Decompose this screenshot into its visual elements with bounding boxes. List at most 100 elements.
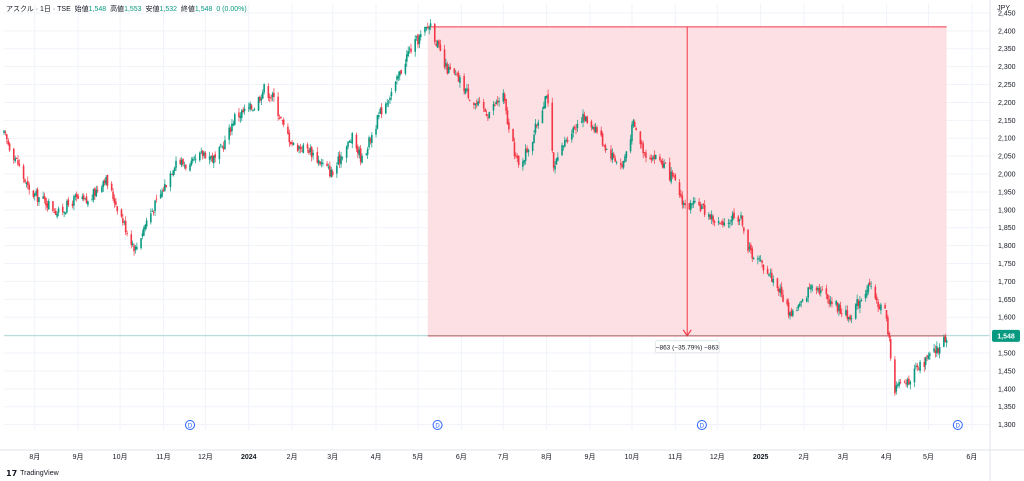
candle-body [233, 114, 236, 125]
candle [126, 230, 128, 237]
candle [936, 341, 938, 357]
candle [817, 285, 819, 293]
candle [368, 135, 370, 150]
candle-body [466, 88, 468, 91]
candle-body [143, 227, 145, 236]
candle [312, 149, 314, 160]
candle-body [729, 222, 731, 224]
candle-body [45, 198, 47, 206]
candle [692, 197, 695, 208]
candle-body [263, 84, 265, 93]
candle [737, 214, 740, 226]
candle [554, 161, 556, 174]
candle [909, 380, 912, 390]
candle [899, 378, 902, 385]
candle [642, 140, 644, 159]
candle-body [192, 158, 194, 161]
candle-body [924, 357, 927, 365]
candle [583, 111, 586, 123]
tradingview-logo[interactable]: 𝟭𝟳 TradingView [6, 469, 59, 478]
candle-body [537, 122, 540, 126]
candle [840, 308, 843, 318]
candle [419, 30, 422, 41]
candle-body [580, 121, 583, 123]
candle [738, 218, 741, 226]
open-value: 1,548 [88, 6, 107, 13]
candle [407, 46, 409, 58]
candle [429, 19, 432, 31]
candle-body [231, 123, 233, 132]
candle-body [730, 220, 733, 222]
candle [929, 351, 931, 361]
candle-body [419, 34, 422, 38]
candle [543, 101, 545, 110]
candle [175, 156, 177, 172]
candle [267, 83, 270, 101]
candle [143, 225, 145, 237]
candle [289, 141, 292, 146]
candle-body [845, 309, 847, 316]
dividend-marker-icon[interactable]: D [952, 420, 963, 430]
candle-body [778, 288, 780, 292]
candle [52, 201, 54, 213]
dividend-marker-icon[interactable]: D [432, 420, 443, 430]
dividend-marker-icon[interactable]: D [696, 420, 707, 430]
candle-body [189, 164, 191, 171]
candle-body [576, 123, 579, 129]
candle [172, 170, 175, 177]
symbol-title[interactable]: アスクル · 1日 · TSE [6, 6, 71, 13]
candle-body [110, 183, 113, 191]
candle-body [857, 300, 860, 307]
candle [733, 208, 735, 220]
candle-body [938, 346, 941, 354]
candle [263, 83, 265, 95]
candle-body [379, 108, 382, 114]
dividend-marker-icon[interactable]: D [185, 420, 196, 430]
candle-body [741, 215, 744, 226]
candle-body [782, 294, 784, 302]
candle-body [463, 76, 465, 92]
candle-body [203, 152, 205, 156]
candle-body [643, 152, 646, 153]
currency-label[interactable]: JPY [997, 5, 1010, 12]
candle [38, 196, 40, 206]
candle-body [839, 305, 842, 314]
candle [860, 298, 863, 302]
candle-body [624, 156, 626, 162]
candle [513, 137, 516, 160]
low-value: 1,532 [159, 6, 178, 13]
candle [53, 208, 56, 214]
candle [624, 154, 626, 163]
candle-body [601, 133, 604, 146]
candle-body [355, 134, 358, 149]
candle [355, 132, 358, 152]
candle [15, 157, 18, 160]
candle-body [523, 160, 526, 163]
candle-body [898, 381, 900, 386]
y-tick-label: 2,300 [998, 64, 1016, 71]
candle [404, 58, 407, 76]
candle [888, 331, 891, 342]
candle-body [77, 195, 79, 199]
candle [811, 284, 814, 292]
dividend-marker-label: D [956, 423, 961, 429]
candle-body [747, 229, 749, 252]
candle-body [835, 300, 837, 305]
candle [506, 106, 509, 125]
candle-body [410, 48, 412, 52]
candle-body [789, 312, 791, 317]
candle-body [67, 199, 70, 206]
candle [122, 213, 124, 226]
candle-body [350, 142, 352, 144]
candle [789, 311, 791, 320]
candle [838, 303, 840, 316]
candle [5, 133, 8, 144]
candle [369, 136, 372, 145]
candle [515, 152, 517, 159]
candle-body [927, 355, 930, 360]
candle-body [933, 348, 935, 352]
candle [717, 216, 720, 226]
candle [905, 378, 907, 388]
candle-body [348, 140, 351, 143]
